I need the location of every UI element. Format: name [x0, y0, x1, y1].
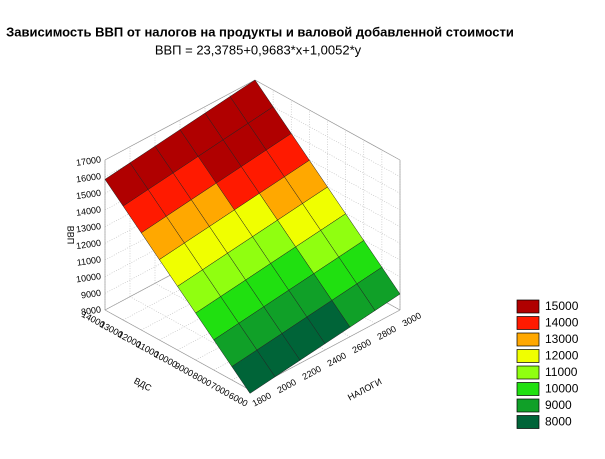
z-tick-label: 15000	[75, 188, 101, 201]
legend-swatch	[516, 398, 540, 413]
legend-label: 11000	[545, 365, 578, 379]
z-tick-label: 9000	[80, 288, 101, 301]
z-tick-label: 8000	[80, 304, 101, 317]
box-edge	[254, 79, 401, 161]
legend-swatch	[516, 365, 540, 380]
surface-cell	[231, 349, 276, 394]
y-axis-label: ВДС	[132, 376, 153, 394]
x-tick-label: 2000	[276, 377, 298, 395]
y-tick-label: 6000	[227, 390, 249, 408]
z-axis-label: ВВП	[66, 226, 76, 244]
z-tick-label: 11000	[76, 254, 102, 267]
legend-label: 14000	[545, 316, 579, 330]
legend-label: 9000	[545, 398, 572, 412]
x-tick-label: 2400	[326, 350, 348, 368]
z-tick-label: 14000	[75, 204, 101, 217]
legend-label: 12000	[545, 349, 579, 363]
z-tick-label: 17000	[75, 154, 101, 167]
x-tick-label: 2200	[301, 364, 323, 382]
legend-swatch	[516, 382, 540, 396]
y-tick-label: 8000	[191, 370, 213, 388]
legend-label: 13000	[545, 332, 579, 346]
y-tick-label: 7000	[209, 380, 231, 398]
legend-swatch	[516, 299, 540, 314]
x-tick-label: 3000	[401, 310, 423, 328]
x-tick-label: 2600	[351, 337, 373, 355]
legend-swatch	[516, 415, 540, 429]
box-edge	[104, 79, 256, 161]
legend-label: 10000	[545, 382, 579, 396]
legend-swatch	[516, 332, 540, 347]
legend-label: 8000	[545, 415, 572, 429]
x-axis-label: НАЛОГИ	[346, 376, 383, 402]
chart-title: Зависимость ВВП от налогов на продукты и…	[6, 24, 514, 39]
x-tick-label: 1800	[251, 390, 273, 408]
box-edge	[104, 309, 251, 391]
legend-label: 15000	[545, 299, 579, 313]
z-tick-label: 10000	[75, 271, 101, 284]
x-tick-label: 2800	[376, 324, 398, 342]
z-tick-label: 16000	[75, 171, 101, 184]
z-tick-label: 12000	[75, 238, 101, 251]
z-tick-label: 13000	[75, 221, 101, 234]
legend-swatch	[516, 316, 540, 330]
legend-swatch	[516, 349, 540, 363]
chart-subtitle: ВВП = 23,3785+0,9683*x+1,0052*y	[155, 42, 362, 57]
